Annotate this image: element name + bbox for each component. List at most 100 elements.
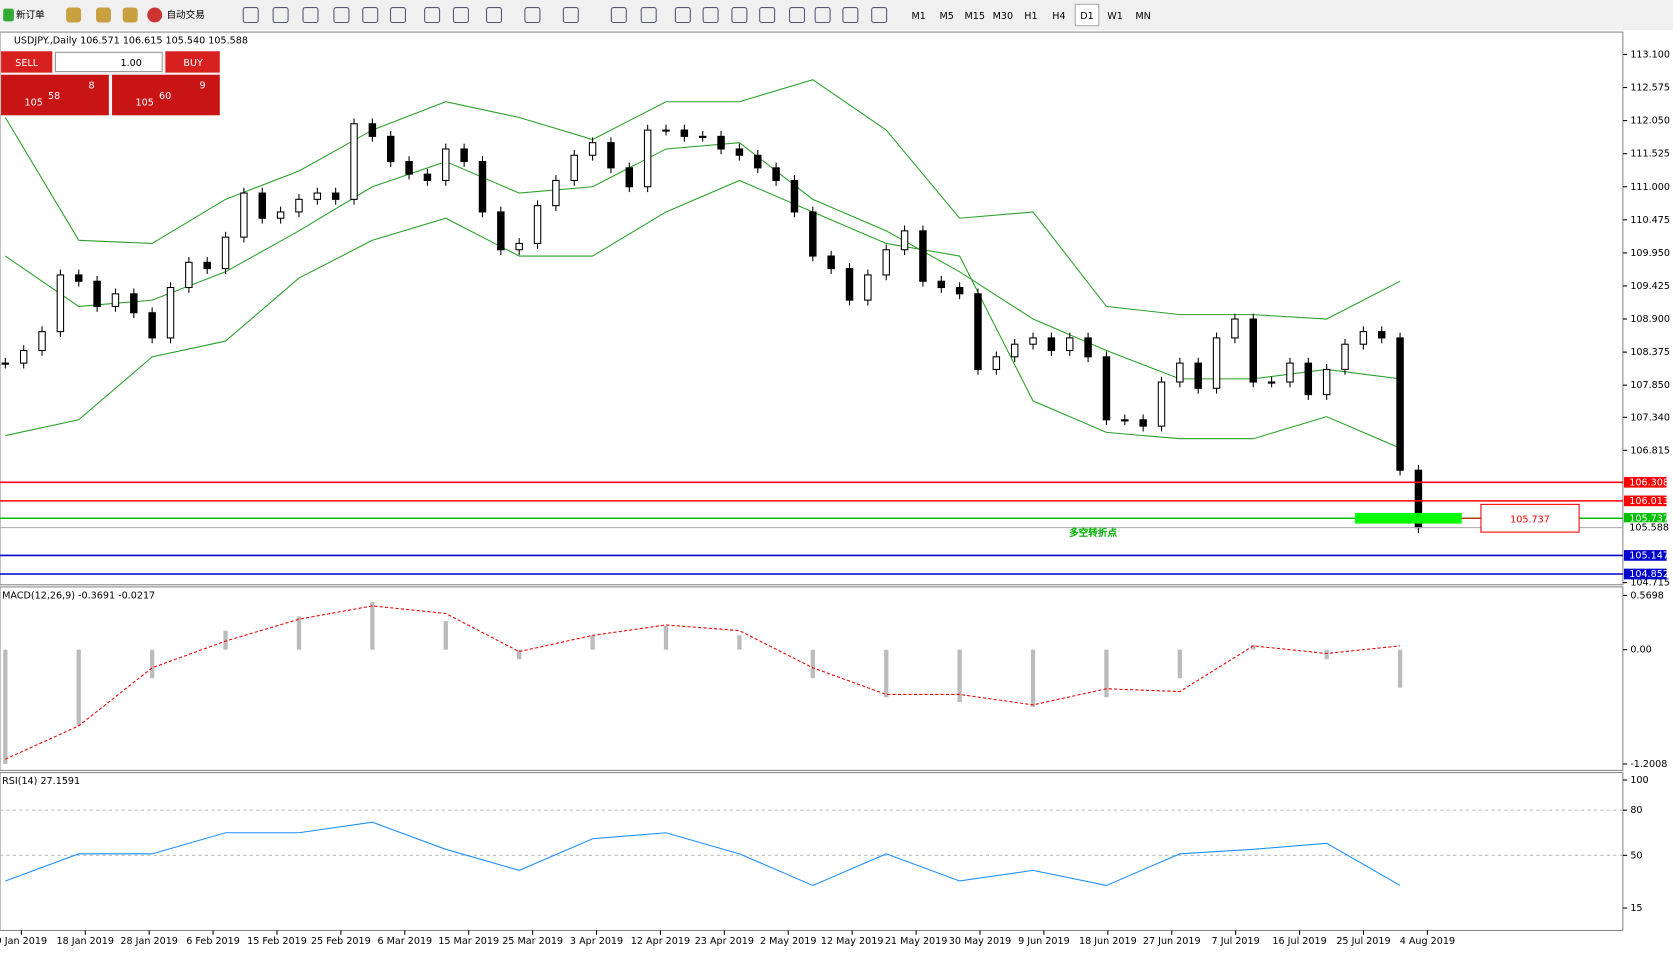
candle-body bbox=[735, 148, 744, 156]
date-label: 25 Mar 2019 bbox=[502, 936, 563, 947]
bollinger-lower bbox=[5, 179, 1401, 449]
toolbar-icon[interactable] bbox=[486, 7, 503, 24]
macd-bar bbox=[1104, 649, 1109, 698]
toolbar-icon[interactable] bbox=[640, 7, 657, 24]
toolbar-icon[interactable] bbox=[842, 7, 859, 24]
bid-big: 105 bbox=[25, 97, 43, 108]
price-tick-label: 110.475 bbox=[1630, 215, 1670, 226]
symbol-header: USDJPY.,Daily 106.571 106.615 105.540 10… bbox=[14, 36, 248, 47]
timeframe[interactable]: M15 bbox=[965, 11, 986, 22]
candle-body bbox=[570, 154, 578, 181]
toolbar-icon[interactable] bbox=[871, 7, 888, 24]
candle-body bbox=[276, 211, 285, 219]
candle-body bbox=[423, 173, 432, 181]
toolbar-icon[interactable] bbox=[562, 7, 579, 24]
candle-body bbox=[1066, 337, 1074, 352]
bollinger-upper bbox=[4, 79, 1401, 320]
candle-body bbox=[1304, 362, 1313, 396]
candle-body bbox=[19, 349, 28, 364]
candle-body bbox=[497, 211, 505, 251]
macd-bar bbox=[517, 649, 522, 660]
timeframe[interactable]: M1 bbox=[911, 11, 925, 22]
callout-box bbox=[1480, 503, 1580, 533]
timeframe[interactable]: W1 bbox=[1107, 11, 1123, 22]
macd-bar bbox=[370, 602, 375, 650]
toolbar-icon[interactable] bbox=[731, 7, 748, 24]
candle-body bbox=[460, 148, 468, 163]
candle-body bbox=[1047, 337, 1056, 352]
timeframe[interactable]: MN bbox=[1135, 11, 1150, 22]
bid-box[interactable] bbox=[1, 74, 109, 116]
auto-trading-icon[interactable] bbox=[147, 7, 163, 23]
candle-body bbox=[809, 211, 817, 257]
date-label: 25 Jul 2019 bbox=[1336, 936, 1390, 947]
toolbar-icon[interactable] bbox=[302, 7, 319, 24]
candle-body bbox=[111, 293, 120, 307]
ask-big: 105 bbox=[136, 97, 154, 108]
candle-body bbox=[974, 293, 982, 370]
date-label: 16 Jul 2019 bbox=[1272, 936, 1326, 947]
timeframe[interactable]: H1 bbox=[1024, 11, 1037, 22]
candle-body bbox=[148, 312, 156, 339]
date-label: 9 Jun 2019 bbox=[1018, 936, 1070, 947]
toolbar-icon[interactable] bbox=[389, 7, 406, 24]
level-label: 104.852 bbox=[1629, 569, 1669, 580]
toolbar-icon[interactable] bbox=[452, 7, 469, 24]
candle-body bbox=[38, 331, 46, 352]
candle-body bbox=[221, 236, 230, 270]
new-order[interactable]: 新订单 bbox=[16, 9, 45, 21]
candle-body bbox=[588, 142, 597, 156]
macd-tick-label: 0.5698 bbox=[1630, 590, 1664, 601]
sell-label[interactable]: SELL bbox=[15, 58, 38, 69]
candle-body bbox=[533, 205, 542, 244]
auto-trading[interactable]: 自动交易 bbox=[166, 9, 204, 21]
rsi-tick-label: 50 bbox=[1630, 850, 1642, 861]
lots-box[interactable] bbox=[54, 51, 163, 73]
timeframe[interactable]: M5 bbox=[940, 11, 954, 22]
candle-body bbox=[331, 192, 340, 200]
macd-bar bbox=[443, 621, 448, 650]
rsi-tick-label: 80 bbox=[1630, 805, 1642, 816]
buy-button[interactable] bbox=[165, 51, 220, 73]
macd-tick-label: 0.00 bbox=[1630, 645, 1651, 656]
toolbar-icon[interactable] bbox=[272, 7, 289, 24]
macd-bar bbox=[1397, 649, 1403, 688]
candle-body bbox=[75, 274, 83, 282]
candle-body bbox=[1231, 318, 1239, 339]
candle-body bbox=[662, 129, 670, 132]
rsi-tick-label: 100 bbox=[1630, 775, 1648, 786]
toolbar-icon[interactable] bbox=[242, 7, 259, 24]
candle-body bbox=[845, 268, 854, 301]
toolbar-icon[interactable] bbox=[610, 7, 627, 24]
timeframe[interactable]: H4 bbox=[1052, 11, 1065, 22]
toolbar-icon[interactable] bbox=[122, 7, 138, 23]
toolbar-icon[interactable] bbox=[96, 7, 111, 23]
date-label: 15 Mar 2019 bbox=[438, 936, 499, 947]
rsi-line bbox=[5, 821, 1401, 887]
ask-box[interactable] bbox=[112, 74, 220, 116]
sell-button[interactable] bbox=[1, 51, 53, 73]
toolbar-icon[interactable] bbox=[524, 7, 541, 24]
new-order-icon[interactable] bbox=[3, 8, 14, 22]
toolbar bbox=[0, 0, 1673, 30]
candle-body bbox=[166, 287, 175, 339]
timeframe[interactable]: M30 bbox=[993, 11, 1014, 22]
toolbar-icon[interactable] bbox=[814, 7, 831, 24]
toolbar-icon[interactable] bbox=[759, 7, 776, 24]
lots[interactable]: 1.00 bbox=[121, 58, 142, 69]
toolbar-icon[interactable] bbox=[66, 7, 82, 23]
ask-main: 60 bbox=[159, 91, 171, 102]
buy-label[interactable]: BUY bbox=[183, 58, 203, 69]
toolbar-icon[interactable] bbox=[789, 7, 806, 24]
level-label: 105.588 bbox=[1629, 523, 1669, 534]
price-tick-label: 111.525 bbox=[1630, 149, 1670, 160]
toolbar-icon[interactable] bbox=[333, 7, 350, 24]
date-label: 27 Jun 2019 bbox=[1143, 936, 1201, 947]
toolbar-icon[interactable] bbox=[702, 7, 719, 24]
candle-body bbox=[754, 154, 762, 169]
toolbar-icon[interactable] bbox=[362, 7, 379, 24]
macd-bar bbox=[663, 625, 669, 650]
toolbar-icon[interactable] bbox=[674, 7, 691, 24]
toolbar-icon[interactable] bbox=[424, 7, 441, 24]
timeframe[interactable]: D1 bbox=[1080, 11, 1094, 22]
